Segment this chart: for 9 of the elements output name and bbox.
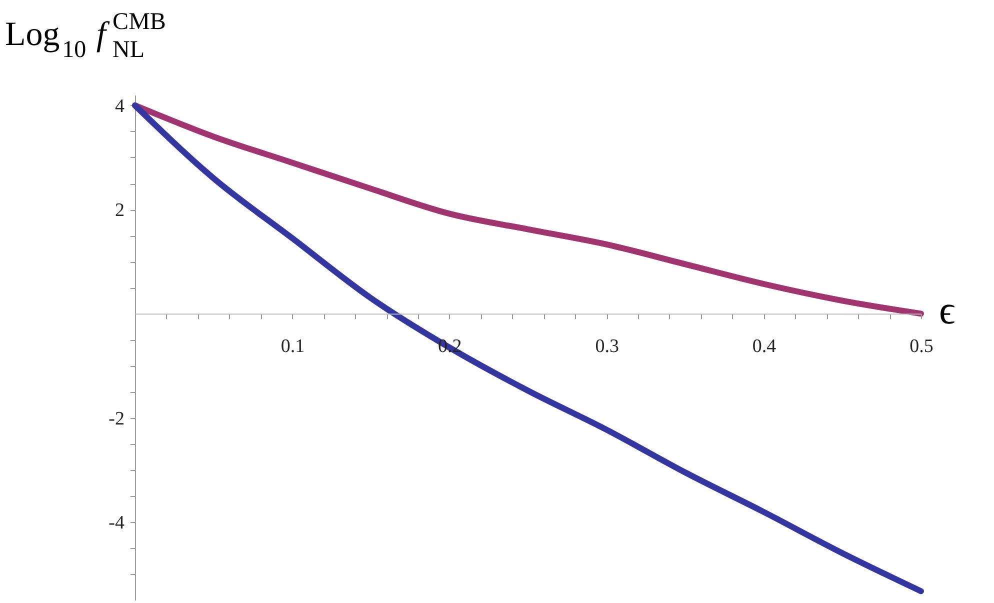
x-tick-label: 0.1 bbox=[280, 336, 305, 358]
y-tick-label: -4 bbox=[108, 512, 125, 534]
x-tick-label: 0.3 bbox=[595, 336, 619, 358]
y-tick-label: 4 bbox=[115, 96, 125, 117]
y-tick-label: 2 bbox=[115, 200, 124, 222]
y-tick-label: -2 bbox=[108, 408, 124, 430]
x-tick-label: 0.4 bbox=[752, 336, 777, 358]
x-axis-title: ϵ bbox=[939, 288, 956, 333]
x-tick-label: 0.5 bbox=[910, 336, 934, 358]
